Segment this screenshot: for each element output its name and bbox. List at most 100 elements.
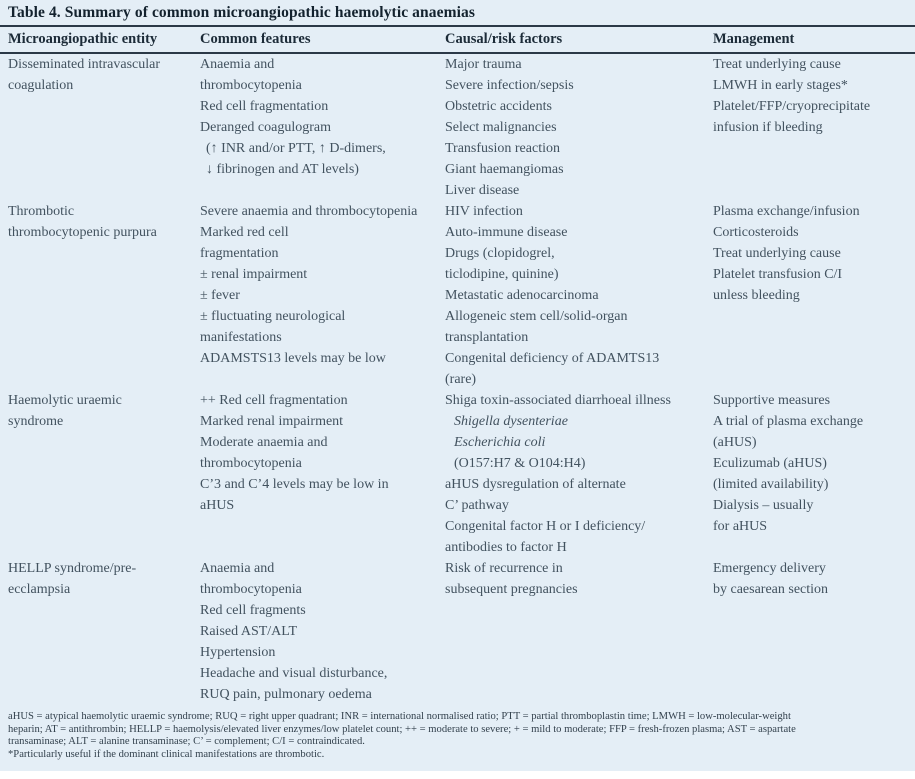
cell-line: Congenital factor H or I deficiency/	[445, 519, 646, 534]
cell-line: C’3 and C’4 levels may be low in	[200, 477, 389, 492]
cell-line: HIV infection	[445, 204, 523, 219]
cell-line: Liver disease	[445, 183, 520, 198]
cell-line: Obstetric accidents	[445, 99, 552, 114]
cell-line: Disseminated intravascular	[8, 57, 161, 72]
cell-line: ++ Red cell fragmentation	[200, 393, 348, 408]
cell-line: (rare)	[445, 372, 477, 387]
cell-line: RUQ pain, pulmonary oedema	[200, 687, 372, 702]
cell-line: Dialysis – usually	[713, 498, 814, 513]
cell-line: Platelet transfusion C/I	[713, 267, 843, 282]
cell-line: antibodies to factor H	[445, 540, 567, 555]
cell-management: Treat underlying cause LMWH in early stag…	[713, 54, 915, 138]
table-footnotes: aHUS = atypical haemolytic uraemic syndr…	[0, 705, 915, 761]
cell-line: Moderate anaemia and	[200, 435, 328, 450]
cell-line: Deranged coagulogram	[200, 120, 331, 135]
column-header-management: Management	[713, 31, 795, 47]
cell-line: *Particularly useful if the dominant cli…	[8, 748, 325, 760]
cell-line: Auto-immune disease	[445, 225, 568, 240]
cell-line: Corticosteroids	[713, 225, 799, 240]
cell-line: aHUS	[200, 498, 235, 513]
cell-line: ADAMSTS13 levels may be low	[200, 351, 386, 366]
column-header-features: Common features	[200, 31, 311, 47]
cell-line: syndrome	[8, 414, 64, 429]
cell-line: Hypertension	[200, 645, 276, 660]
cell-line: Shiga toxin-associated diarrhoeal illnes…	[445, 393, 671, 408]
cell-line: (O157:H7 & O104:H4)	[454, 456, 586, 471]
cell-line: Shigella dysenteriae	[454, 414, 568, 429]
cell-line: thrombocytopenia	[200, 78, 302, 93]
cell-line: Anaemia and	[200, 57, 275, 72]
table-row-hellp: HELLP syndrome/pre-ecclampsia Anaemia an…	[0, 558, 915, 705]
table-row-ttp: Thrombotic thrombocytopenic purpura Sever…	[0, 201, 915, 390]
cell-line: Plasma exchange/infusion	[713, 204, 860, 219]
cell-features: ++ Red cell fragmentation Marked renal im…	[200, 390, 445, 516]
table-body: Disseminated intravascular coagulation An…	[0, 54, 915, 705]
cell-line: unless bleeding	[713, 288, 800, 303]
cell-entity: HELLP syndrome/pre-ecclampsia	[8, 558, 200, 600]
cell-line: HELLP syndrome/pre-	[8, 561, 137, 576]
cell-line: C’ pathway	[445, 498, 509, 513]
cell-line: Haemolytic uraemic	[8, 393, 122, 408]
cell-line: ± fluctuating neurological	[200, 309, 346, 324]
cell-line: (limited availability)	[713, 477, 829, 492]
cell-line: Metastatic adenocarcinoma	[445, 288, 599, 303]
cell-line: Transfusion reaction	[445, 141, 560, 156]
cell-line: ecclampsia	[8, 582, 71, 597]
cell-causes: Shiga toxin-associated diarrhoeal illnes…	[445, 390, 713, 558]
cell-line: subsequent pregnancies	[445, 582, 578, 597]
table-row-hus: Haemolytic uraemic syndrome ++ Red cell f…	[0, 390, 915, 558]
cell-features: Anaemia and thrombocytopenia Red cell frag…	[200, 558, 445, 705]
cell-line: Marked renal impairment	[200, 414, 344, 429]
cell-line: Marked red cell	[200, 225, 289, 240]
table-header-row: Microangiopathic entity Common features …	[0, 27, 915, 54]
cell-line: heparin; AT = antithrombin; HELLP = haem…	[8, 723, 796, 735]
cell-line: Congenital deficiency of ADAMTS13	[445, 351, 660, 366]
cell-line: ticlodipine, quinine)	[445, 267, 559, 282]
column-header-causes: Causal/risk factors	[445, 31, 563, 47]
cell-line: Red cell fragments	[200, 603, 306, 618]
cell-line: ± renal impairment	[200, 267, 308, 282]
cell-line: LMWH in early stages*	[713, 78, 848, 93]
cell-entity: Haemolytic uraemic syndrome	[8, 390, 200, 432]
cell-line: (aHUS)	[713, 435, 757, 450]
cell-line: Eculizumab (aHUS)	[713, 456, 827, 471]
cell-line: fragmentation	[200, 246, 279, 261]
cell-line: Risk of recurrence in	[445, 561, 563, 576]
cell-line: Escherichia coli	[454, 435, 546, 450]
cell-line: manifestations	[200, 330, 282, 345]
cell-management: Plasma exchange/infusion Corticosteroids T…	[713, 201, 915, 306]
cell-line: ± fever	[200, 288, 240, 303]
cell-line: A trial of plasma exchange	[713, 414, 864, 429]
cell-line: thrombocytopenic purpura	[8, 225, 157, 240]
cell-line: transaminase; ALT = alanine transaminase…	[8, 736, 365, 747]
cell-line: Select malignancies	[445, 120, 557, 135]
table-title: Table 4. Summary of common microangiopat…	[0, 0, 915, 27]
cell-causes: HIV infection Auto-immune disease Drugs (c…	[445, 201, 713, 390]
cell-line: Treat underlying cause	[713, 57, 841, 72]
cell-line: Supportive measures	[713, 393, 831, 408]
cell-line: Severe anaemia and thrombocytopenia	[200, 204, 418, 219]
cell-line: ↓ fibrinogen and AT levels)	[206, 162, 359, 177]
cell-management: Emergency delivery by caesarean section	[713, 558, 915, 600]
cell-management: Supportive measures A trial of plasma exc…	[713, 390, 915, 537]
cell-causes: Major trauma Severe infection/sepsis Obste…	[445, 54, 713, 201]
cell-line: Thrombotic	[8, 204, 75, 219]
cell-features: Anaemia and thrombocytopenia Red cell frag…	[200, 54, 445, 180]
cell-line: for aHUS	[713, 519, 768, 534]
cell-line: coagulation	[8, 78, 74, 93]
column-header-entity: Microangiopathic entity	[8, 31, 158, 47]
cell-line: Major trauma	[445, 57, 522, 72]
cell-line: Drugs (clopidogrel,	[445, 246, 555, 261]
cell-line: Treat underlying cause	[713, 246, 841, 261]
cell-causes: Risk of recurrence in subsequent pregnanc…	[445, 558, 713, 600]
cell-line: thrombocytopenia	[200, 456, 302, 471]
table-row-dic: Disseminated intravascular coagulation An…	[0, 54, 915, 201]
cell-line: Giant haemangiomas	[445, 162, 564, 177]
cell-line: transplantation	[445, 330, 529, 345]
cell-line: aHUS = atypical haemolytic uraemic syndr…	[8, 711, 791, 722]
cell-entity: Thrombotic thrombocytopenic purpura	[8, 201, 200, 243]
cell-line: Red cell fragmentation	[200, 99, 329, 114]
cell-line: thrombocytopenia	[200, 582, 302, 597]
cell-line: infusion if bleeding	[713, 120, 823, 135]
